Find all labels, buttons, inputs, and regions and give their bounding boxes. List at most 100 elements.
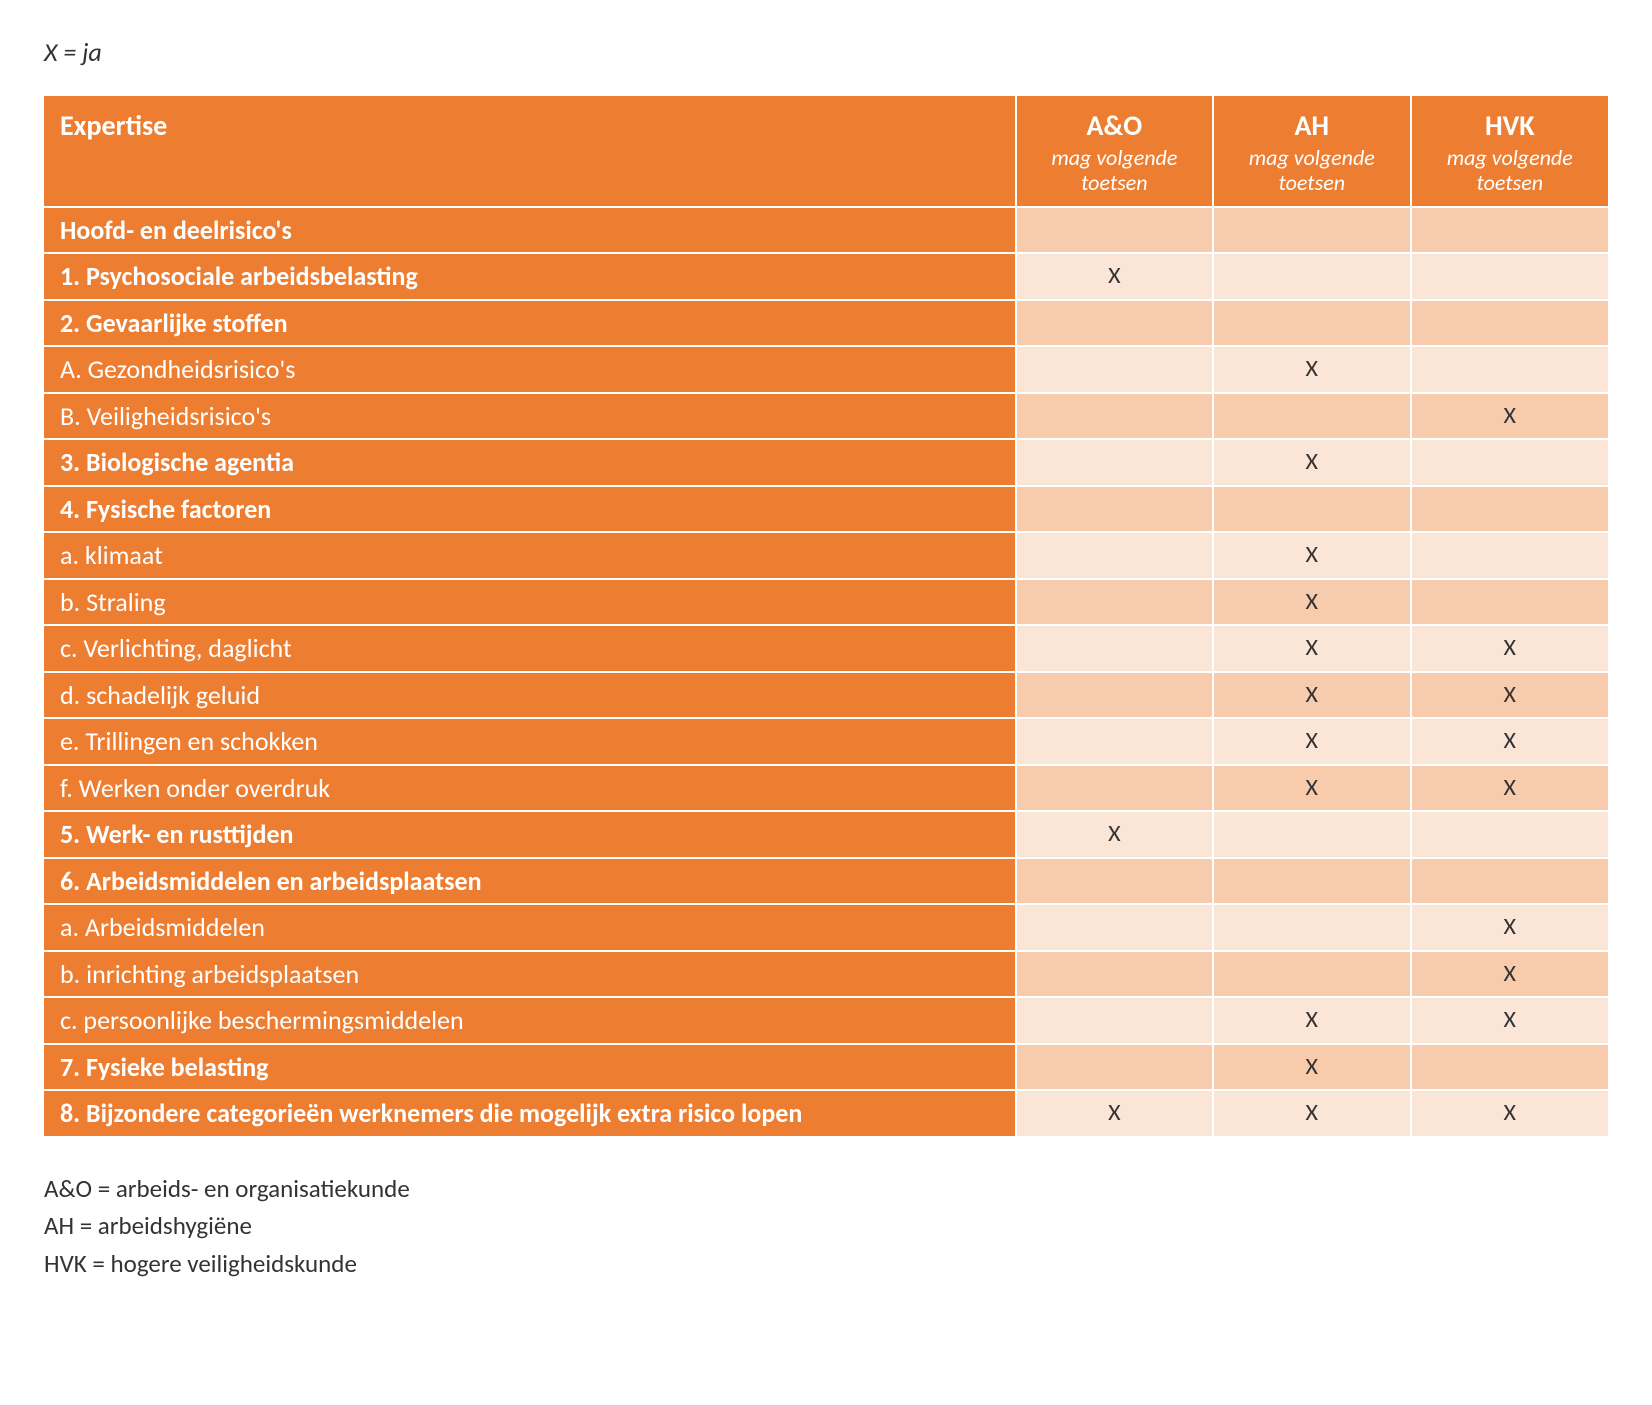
row-mark (1016, 579, 1213, 626)
row-mark (1411, 207, 1608, 254)
row-mark (1213, 951, 1410, 998)
row-mark (1411, 811, 1608, 858)
table-row: f. Werken onder overdrukXX (44, 765, 1608, 812)
table-body: Hoofd- en deelrisico's1. Psychosociale a… (44, 207, 1608, 1136)
row-label: 4. Fysische factoren (44, 486, 1016, 533)
row-mark: X (1411, 1090, 1608, 1136)
table-row: 5. Werk- en rusttijdenX (44, 811, 1608, 858)
table-row: a. Arbeidsmiddelen X (44, 904, 1608, 951)
row-label: a. klimaat (44, 532, 1016, 579)
row-mark: X (1213, 1044, 1410, 1091)
row-label: A. Gezondheidsrisico's (44, 346, 1016, 393)
row-mark (1213, 300, 1410, 347)
row-mark: X (1411, 718, 1608, 765)
row-mark (1411, 486, 1608, 533)
row-label: Hoofd- en deelrisico's (44, 207, 1016, 254)
header-col-hvk-sub: mag volgende toetsen (1428, 145, 1592, 196)
row-mark (1016, 672, 1213, 719)
page: X = ja Expertise A&O mag volgende toetse… (0, 0, 1652, 1326)
row-mark (1016, 346, 1213, 393)
row-mark: X (1411, 951, 1608, 998)
header-col-ao: A&O mag volgende toetsen (1016, 96, 1213, 207)
row-mark (1213, 253, 1410, 300)
row-mark (1213, 858, 1410, 905)
table-row: 4. Fysische factoren (44, 486, 1608, 533)
row-label: 5. Werk- en rusttijden (44, 811, 1016, 858)
footnote-line: A&O = arbeids- en organisatiekunde (44, 1170, 1608, 1208)
row-mark (1016, 393, 1213, 440)
row-label: 7. Fysieke belasting (44, 1044, 1016, 1091)
row-mark (1213, 486, 1410, 533)
table-row: A. Gezondheidsrisico's X (44, 346, 1608, 393)
row-mark: X (1213, 718, 1410, 765)
row-mark (1016, 625, 1213, 672)
footnote-line: AH = arbeidshygiëne (44, 1207, 1608, 1245)
row-mark: X (1411, 625, 1608, 672)
header-col-ah-sub: mag volgende toetsen (1230, 145, 1393, 196)
table-row: 6. Arbeidsmiddelen en arbeidsplaatsen (44, 858, 1608, 905)
row-label: e. Trillingen en schokken (44, 718, 1016, 765)
table-row: 3. Biologische agentia X (44, 439, 1608, 486)
row-mark (1411, 346, 1608, 393)
header-col-hvk: HVK mag volgende toetsen (1411, 96, 1608, 207)
row-mark: X (1411, 393, 1608, 440)
row-mark (1016, 1044, 1213, 1091)
footnote-line: HVK = hogere veiligheidskunde (44, 1245, 1608, 1283)
row-mark (1016, 486, 1213, 533)
row-label: 1. Psychosociale arbeidsbelasting (44, 253, 1016, 300)
row-label: b. Straling (44, 579, 1016, 626)
row-mark: X (1213, 439, 1410, 486)
row-mark (1213, 207, 1410, 254)
row-label: a. Arbeidsmiddelen (44, 904, 1016, 951)
row-mark (1016, 207, 1213, 254)
table-row: b. StralingX (44, 579, 1608, 626)
table-row: b. inrichting arbeidsplaatsen X (44, 951, 1608, 998)
row-mark: X (1213, 1090, 1410, 1136)
row-label: c. Verlichting, daglicht (44, 625, 1016, 672)
row-label: b. inrichting arbeidsplaatsen (44, 951, 1016, 998)
row-mark: X (1213, 346, 1410, 393)
row-label: 2. Gevaarlijke stoffen (44, 300, 1016, 347)
row-mark: X (1213, 997, 1410, 1044)
row-mark (1016, 718, 1213, 765)
row-mark: X (1016, 253, 1213, 300)
row-mark: X (1213, 765, 1410, 812)
header-col-ao-sub: mag volgende toetsen (1033, 145, 1196, 196)
table-row: B. Veiligheidsrisico's X (44, 393, 1608, 440)
header-expertise: Expertise (44, 96, 1016, 207)
table-row: 7. Fysieke belasting X (44, 1044, 1608, 1091)
row-mark: X (1016, 1090, 1213, 1136)
row-mark (1016, 904, 1213, 951)
table-row: a. klimaatX (44, 532, 1608, 579)
row-mark (1411, 300, 1608, 347)
row-mark (1411, 253, 1608, 300)
legend-top: X = ja (44, 36, 1608, 68)
header-col-hvk-code: HVK (1485, 108, 1535, 143)
row-mark (1411, 579, 1608, 626)
row-mark: X (1411, 904, 1608, 951)
row-mark: X (1213, 672, 1410, 719)
row-mark: X (1213, 625, 1410, 672)
row-mark (1411, 532, 1608, 579)
table-row: e. Trillingen en schokken XX (44, 718, 1608, 765)
row-mark (1016, 300, 1213, 347)
row-mark (1213, 811, 1410, 858)
table-row: c. Verlichting, daglicht XX (44, 625, 1608, 672)
row-label: f. Werken onder overdruk (44, 765, 1016, 812)
row-label: d. schadelijk geluid (44, 672, 1016, 719)
row-label: 8. Bijzondere categorieën werknemers die… (44, 1090, 1016, 1136)
row-mark: X (1411, 672, 1608, 719)
table-header-row: Expertise A&O mag volgende toetsen AH ma… (44, 96, 1608, 207)
row-label: 6. Arbeidsmiddelen en arbeidsplaatsen (44, 858, 1016, 905)
footnotes: A&O = arbeids- en organisatiekunde AH = … (44, 1170, 1608, 1283)
table-row: d. schadelijk geluid XX (44, 672, 1608, 719)
table-row: 8. Bijzondere categorieën werknemers die… (44, 1090, 1608, 1136)
row-label: 3. Biologische agentia (44, 439, 1016, 486)
table-row: c. persoonlijke beschermingsmiddelenXX (44, 997, 1608, 1044)
row-mark (1016, 997, 1213, 1044)
row-label: c. persoonlijke beschermingsmiddelen (44, 997, 1016, 1044)
row-mark (1016, 951, 1213, 998)
row-mark (1016, 439, 1213, 486)
expertise-table: Expertise A&O mag volgende toetsen AH ma… (44, 96, 1608, 1136)
row-label: B. Veiligheidsrisico's (44, 393, 1016, 440)
